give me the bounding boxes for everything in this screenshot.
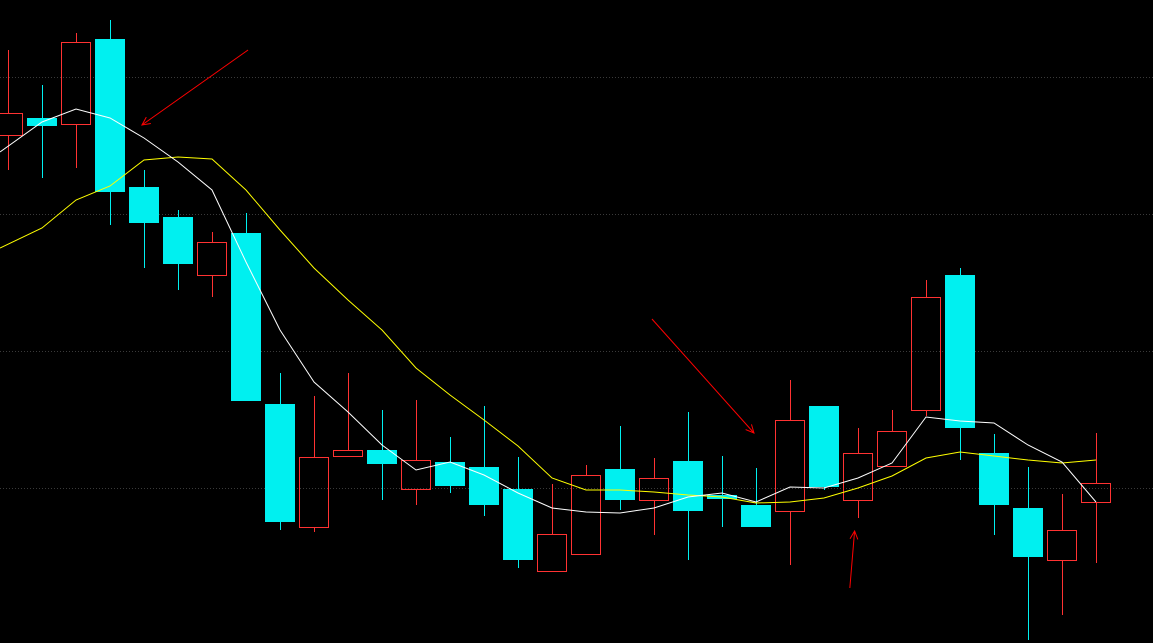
candle-down	[605, 426, 635, 510]
candle-body	[61, 42, 91, 125]
candle-body	[571, 475, 601, 555]
candle-up	[401, 400, 431, 505]
candle-body	[333, 450, 363, 457]
candle-body	[129, 187, 159, 223]
candle-up	[775, 380, 805, 565]
candle-body	[639, 478, 669, 501]
candle-body	[299, 457, 329, 528]
annotation-arrow	[849, 529, 859, 589]
arrow-shaft	[141, 49, 249, 126]
arrow-head	[849, 529, 859, 540]
candle-down	[1013, 467, 1043, 640]
candle-down	[265, 373, 295, 530]
candle-up	[1081, 433, 1111, 563]
candle-down	[503, 457, 533, 568]
candle-body	[945, 275, 975, 428]
candle-down	[95, 20, 125, 225]
candle-body	[469, 467, 499, 505]
candle-body	[537, 534, 567, 572]
candle-body	[0, 113, 23, 136]
annotations	[141, 49, 859, 589]
ma-long-line	[0, 156, 1097, 504]
candle-up	[197, 232, 227, 297]
candle-body	[979, 453, 1009, 505]
candle-up	[0, 50, 23, 170]
candle-down	[469, 406, 499, 516]
candle-body	[843, 453, 873, 501]
candle-body	[911, 297, 941, 411]
candle-down	[435, 437, 465, 493]
candle-body	[367, 450, 397, 464]
candle-down	[231, 213, 261, 401]
candle-up	[911, 280, 941, 416]
candle-body	[1013, 508, 1043, 557]
candle-body	[673, 461, 703, 511]
candle-body	[197, 242, 227, 276]
grid-lines	[0, 77, 1153, 489]
candle-body	[775, 420, 805, 512]
candle-down	[945, 268, 975, 460]
annotation-arrow	[651, 318, 755, 434]
candle-body	[503, 489, 533, 560]
annotation-arrow	[141, 49, 249, 126]
candle-up	[843, 428, 873, 518]
candle-down	[979, 434, 1009, 535]
candle-up	[537, 484, 567, 572]
candle-up	[1047, 494, 1077, 615]
candle-up	[333, 373, 363, 457]
candle-body	[401, 460, 431, 490]
candle-down	[163, 210, 193, 290]
candle-body	[1081, 483, 1111, 503]
candle-down	[809, 406, 839, 490]
candle-up	[877, 410, 907, 467]
arrow-shaft	[849, 530, 856, 589]
candle-up	[299, 396, 329, 532]
candle-down	[707, 456, 737, 527]
arrow-shaft	[651, 318, 755, 434]
arrow-head	[745, 424, 755, 434]
candle-up	[61, 33, 91, 168]
ma-short-line	[0, 108, 1097, 514]
candle-down	[367, 410, 397, 500]
candle-body	[809, 406, 839, 487]
candle-down	[741, 468, 771, 527]
candle-body	[231, 233, 261, 401]
candle-up	[571, 465, 601, 555]
candle-up	[639, 458, 669, 535]
candle-body	[605, 469, 635, 500]
candle-down	[673, 412, 703, 560]
candle-body	[163, 217, 193, 264]
candle-body	[265, 404, 295, 522]
candle-down	[27, 85, 57, 178]
candle-body	[877, 431, 907, 467]
arrow-head	[141, 116, 151, 126]
candles	[0, 20, 1111, 640]
candle-down	[129, 170, 159, 268]
candle-body	[1047, 530, 1077, 561]
candle-body	[741, 505, 771, 527]
moving-average-lines	[0, 108, 1097, 514]
